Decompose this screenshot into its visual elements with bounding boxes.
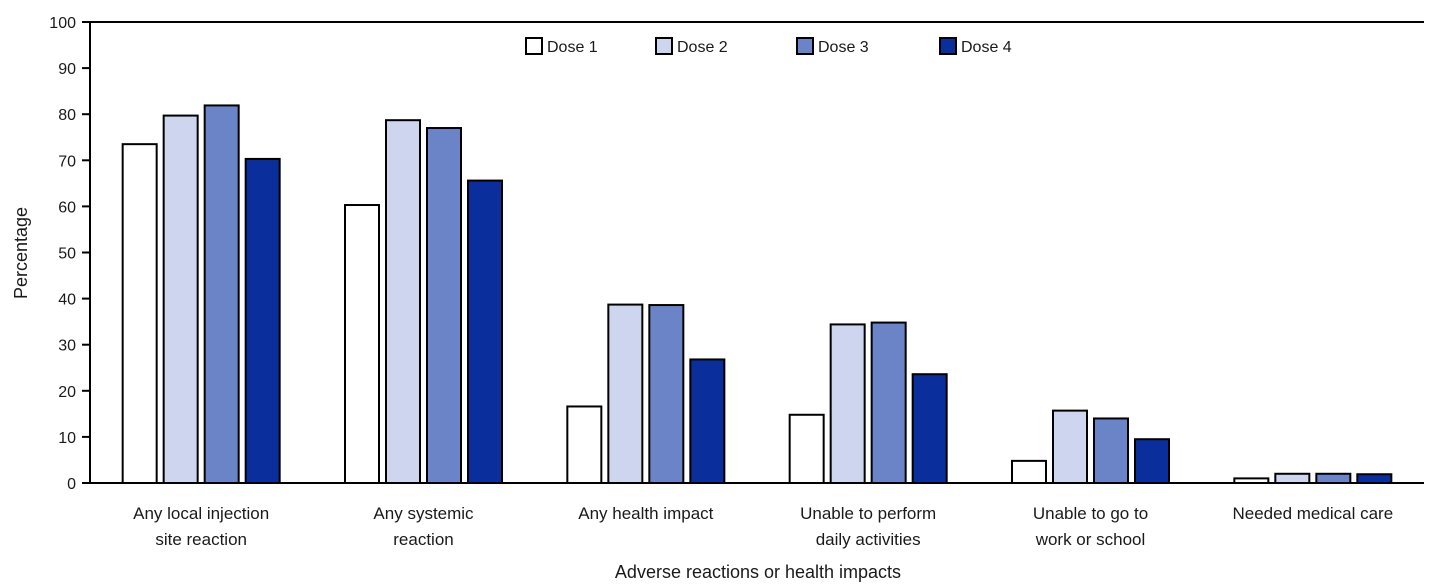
legend-label: Dose 4 xyxy=(961,39,1012,56)
y-tick-label: 90 xyxy=(58,61,76,78)
y-tick-label: 70 xyxy=(58,153,76,170)
legend-swatch xyxy=(939,37,957,55)
bar-dose-3 xyxy=(870,321,907,484)
bar-dose-3 xyxy=(426,127,462,484)
y-tick-label: 20 xyxy=(58,384,76,401)
x-category-label: site reaction xyxy=(155,530,247,549)
x-axis-title: Adverse reactions or health impacts xyxy=(615,562,901,582)
y-axis: 0 10 20 30 40 50 60 70 80 90 100 xyxy=(49,15,91,493)
bar-dose-3 xyxy=(203,104,240,484)
bars xyxy=(121,104,1393,485)
y-axis-title: Percentage xyxy=(11,207,31,299)
bar-dose-1 xyxy=(344,204,380,484)
y-tick-label: 10 xyxy=(58,430,76,447)
bar-dose-2 xyxy=(1052,409,1088,484)
legend-label: Dose 2 xyxy=(677,39,728,56)
bar-dose-1 xyxy=(566,405,603,484)
x-category-label: Any local injection xyxy=(133,504,269,523)
x-category-label: Unable to go to xyxy=(1033,504,1148,523)
legend-label: Dose 1 xyxy=(547,39,598,56)
bar-dose-1 xyxy=(788,413,825,484)
x-category-label: Any health impact xyxy=(578,504,713,523)
bar-dose-4 xyxy=(911,373,948,485)
bar-dose-3 xyxy=(648,304,685,484)
bar-dose-2 xyxy=(607,303,644,484)
y-tick-label: 30 xyxy=(58,338,76,355)
y-tick-label: 80 xyxy=(58,107,76,124)
y-tick-label: 0 xyxy=(67,476,76,493)
legend-swatch xyxy=(525,37,543,55)
bar-dose-2 xyxy=(829,323,866,484)
x-category-label: work or school xyxy=(1035,530,1146,549)
bar-dose-3 xyxy=(1093,417,1129,484)
legend: Dose 1 Dose 2 Dose 3 Dose 4 xyxy=(525,37,1012,56)
bar-dose-1 xyxy=(121,143,158,484)
x-category-label: daily activities xyxy=(816,530,921,549)
legend-swatch xyxy=(655,37,673,55)
x-category-label: Unable to perform xyxy=(800,504,936,523)
x-category-label: Needed medical care xyxy=(1233,504,1394,523)
bar-dose-4 xyxy=(244,157,281,485)
x-category-label: reaction xyxy=(393,530,453,549)
bar-dose-4 xyxy=(1134,438,1170,484)
x-axis: Any local injection site reaction Any syst… xyxy=(90,21,1424,549)
bar-dose-2 xyxy=(1274,472,1311,484)
bar-dose-4 xyxy=(1356,473,1393,484)
bar-dose-1 xyxy=(1011,459,1047,485)
y-tick-label: 40 xyxy=(58,292,76,309)
y-tick-label: 50 xyxy=(58,246,76,263)
legend-swatch xyxy=(796,37,814,55)
y-tick-label: 100 xyxy=(49,15,76,32)
bar-dose-2 xyxy=(385,119,421,485)
x-category-label: Any systemic xyxy=(373,504,474,523)
y-tick-label: 60 xyxy=(58,199,76,216)
bar-dose-4 xyxy=(467,179,503,484)
legend-label: Dose 3 xyxy=(818,39,869,56)
bar-dose-3 xyxy=(1315,472,1352,484)
bar-dose-2 xyxy=(162,114,199,484)
bar-dose-4 xyxy=(689,358,726,484)
